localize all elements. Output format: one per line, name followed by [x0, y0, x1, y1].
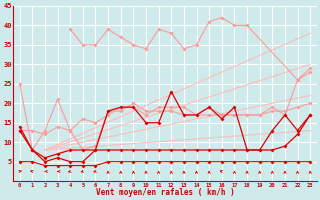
X-axis label: Vent moyen/en rafales ( km/h ): Vent moyen/en rafales ( km/h ) [96, 188, 234, 197]
